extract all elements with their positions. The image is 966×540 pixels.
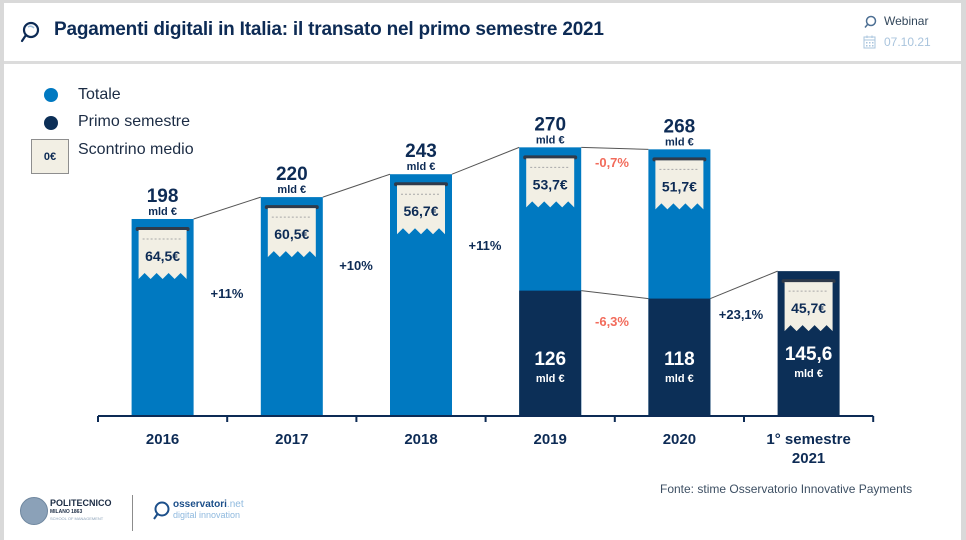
- receipt-icon: 60,5€: [264, 205, 319, 258]
- politecnico-logo-sub2: SCHOOL OF MANAGEMENT: [50, 516, 104, 521]
- calendar-icon: [863, 35, 876, 49]
- x-tick-label: 2019: [534, 431, 567, 448]
- receipt-paper: [526, 158, 575, 208]
- bar-primo-semestre: [648, 298, 711, 416]
- connector-line-totale: [451, 146, 520, 175]
- receipt-paper: [397, 185, 445, 235]
- legend-label-primo-semestre: Primo semestre: [78, 113, 191, 130]
- value-label-totale: 243: [405, 141, 437, 162]
- connector-line-totale: [581, 146, 649, 150]
- receipt-icon: 51,7€: [652, 157, 707, 210]
- x-tick-label: 2017: [275, 431, 308, 448]
- receipt-paper: [784, 282, 833, 332]
- growth-annotation: +10%: [339, 258, 373, 273]
- value-label-totale: 220: [276, 164, 308, 185]
- event-label: Webinar: [884, 14, 929, 28]
- value-unit-label: mld €: [665, 136, 694, 148]
- value-label-totale: 270: [534, 114, 566, 135]
- receipt-icon: 56,7€: [394, 182, 448, 235]
- value-label-primo-semestre: 126: [534, 349, 566, 370]
- connector-line-primo-semestre: [710, 270, 778, 300]
- x-tick-label: 2018: [404, 431, 437, 448]
- logo-divider: [132, 495, 133, 531]
- value-unit-label: mld €: [277, 184, 306, 196]
- receipt-icon: 53,7€: [523, 155, 578, 208]
- header-divider: [4, 61, 961, 64]
- x-tick-label: 2021: [792, 450, 825, 467]
- receipt-paper: [138, 229, 187, 279]
- receipt-icon: 0€: [31, 139, 69, 174]
- receipt-value-label: 56,7€: [403, 203, 438, 219]
- frame-left-border: [0, 0, 4, 540]
- value-label-totale: 198: [147, 186, 179, 207]
- value-unit-label: mld €: [794, 368, 823, 380]
- osservatori-logo-name: osservatori.net: [173, 499, 244, 510]
- receipt-icon: 64,5€: [135, 226, 190, 279]
- x-tick-label: 2020: [663, 431, 696, 448]
- receipt-paper: [267, 208, 316, 258]
- legend-label-totale: Totale: [78, 86, 121, 103]
- value-unit-label: mld €: [536, 134, 565, 146]
- magnifier-speech-icon: [20, 21, 40, 43]
- source-note: Fonte: stime Osservatorio Innovative Pay…: [660, 482, 913, 496]
- event-date: 07.10.21: [884, 35, 931, 49]
- connector-line-totale: [193, 196, 261, 220]
- receipt-paper: [655, 160, 704, 210]
- value-label-totale: 268: [664, 116, 696, 137]
- page-title: Pagamenti digitali in Italia: il transat…: [54, 19, 604, 40]
- receipt-value-label: 51,7€: [662, 178, 697, 194]
- x-tick-label: 1° semestre: [766, 431, 850, 448]
- connector-line-totale: [322, 173, 391, 198]
- legend-receipt-sample: 0€: [43, 151, 57, 163]
- growth-annotation: +11%: [469, 238, 502, 253]
- value-unit-label: mld €: [407, 161, 436, 173]
- legend-dot-totale: [44, 88, 58, 102]
- value-unit-label: mld €: [665, 373, 694, 385]
- frame-top-border: [0, 0, 966, 3]
- x-tick-label: 2016: [146, 431, 179, 448]
- receipt-value-label: 64,5€: [145, 248, 180, 264]
- value-unit-label: mld €: [148, 206, 177, 218]
- osservatori-suffix-text: .net: [226, 499, 244, 510]
- osservatori-name-text: osservatori: [173, 499, 227, 510]
- value-label-primo-semestre: 118: [664, 349, 695, 370]
- politecnico-logo-name: POLITECNICO: [50, 498, 112, 508]
- growth-annotation: -0,7%: [595, 155, 629, 170]
- receipt-value-label: 45,7€: [791, 300, 826, 316]
- frame-right-border: [961, 0, 966, 540]
- growth-annotation: +11%: [211, 286, 244, 301]
- receipt-value-label: 60,5€: [274, 226, 309, 242]
- legend-dot-primo-semestre: [44, 116, 58, 130]
- connector-line-primo-semestre: [581, 290, 649, 300]
- politecnico-seal-logo: [20, 497, 48, 525]
- growth-annotation: +23,1%: [719, 307, 764, 322]
- osservatori-logo-icon: [153, 501, 170, 520]
- osservatori-logo-sub: digital innovation: [173, 510, 241, 520]
- bar-primo-semestre: [519, 290, 582, 416]
- politecnico-logo-sub: MILANO 1863: [50, 509, 83, 515]
- receipt-value-label: 53,7€: [533, 176, 568, 192]
- footer-logos: POLITECNICO MILANO 1863 SCHOOL OF MANAGE…: [20, 495, 280, 535]
- value-label-primo-semestre: 145,6: [785, 344, 833, 365]
- legend-label-scontrino: Scontrino medio: [78, 141, 194, 158]
- magnifier-speech-icon: [864, 15, 877, 28]
- value-unit-label: mld €: [536, 373, 565, 385]
- growth-annotation: -6,3%: [595, 314, 629, 329]
- receipt-icon: 45,7€: [781, 279, 836, 332]
